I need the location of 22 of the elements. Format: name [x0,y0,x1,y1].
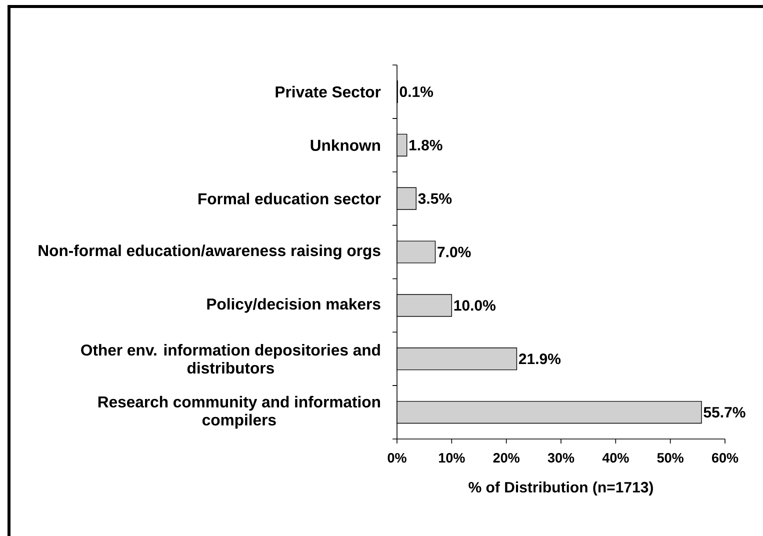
data-label: 7.0% [438,246,471,258]
y-tick-label: Formal education sector [198,192,381,204]
y-tick-label: Other env. information depositories and distributors [81,344,380,374]
x-tick-label: 40% [602,453,629,463]
data-label: 55.7% [704,407,746,418]
data-label: 1.8% [409,140,442,150]
data-label: 10.0% [454,300,496,311]
x-tick-label: 0% [388,453,406,463]
y-tick-label: Research community and information compilers [98,396,380,429]
y-tick-label: Policy/decision makers [207,298,380,313]
x-tick-label: 20% [493,453,520,463]
x-tick-label: 30% [548,453,574,463]
data-label: 21.9% [518,354,561,364]
x-tick-label: 50% [657,453,684,463]
y-tick-label: Non-formal education/awareness raising orgs [38,244,380,260]
data-label: 0.1% [400,86,434,98]
data-label: 3.5% [418,193,452,204]
y-tick-label: Private Sector [276,86,381,98]
x-tick-label: 10% [439,453,465,463]
x-tick-label: 60% [712,453,738,463]
y-tick-label: Unknown [310,139,380,151]
x-axis-title: % of Distribution (n=1713) [468,482,653,496]
